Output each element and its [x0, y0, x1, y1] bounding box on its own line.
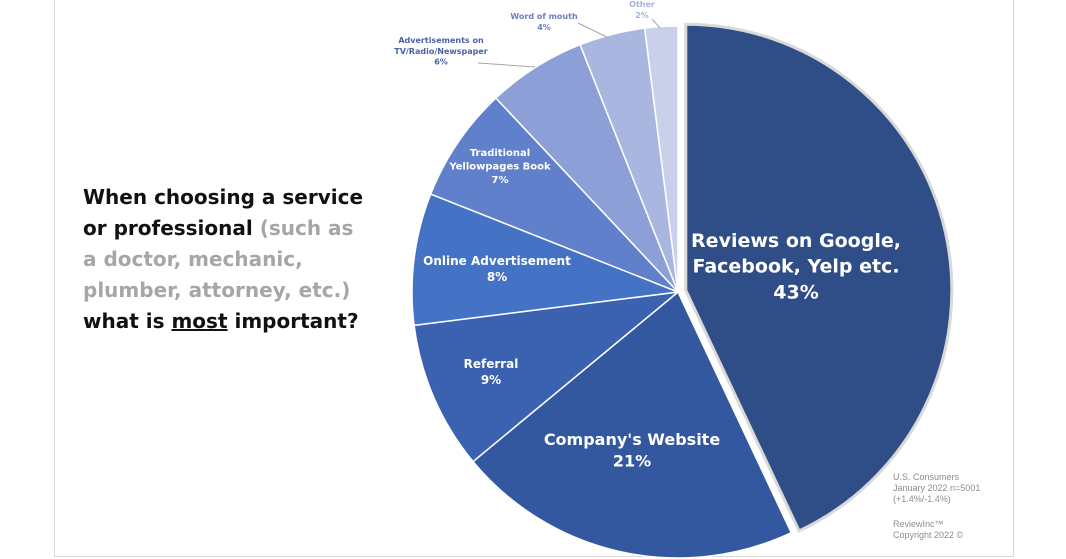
- footnote-line-1: U.S. Consumers: [893, 472, 960, 482]
- footnote-line-5: Copyright 2022 ©: [893, 530, 964, 540]
- question-part-5: important?: [234, 309, 359, 333]
- pie-slice-2: [471, 290, 793, 559]
- pie-slice-8: [643, 25, 679, 293]
- footnote-line-4: ReviewInc™: [893, 519, 944, 529]
- slice-label-8: Other 2%: [629, 0, 655, 20]
- question-part-2-grey: (such as a doctor, mechanic, plumber, at…: [83, 216, 354, 302]
- slice-label-4: Online Advertisement 8%: [423, 254, 571, 284]
- leader-line-8: [651, 18, 661, 29]
- pie-slice-5: [429, 97, 679, 293]
- survey-footnote: U.S. Consumers January 2022 n=5001 (+1.4…: [893, 472, 980, 505]
- pie-slice-4: [411, 193, 679, 327]
- question-part-3: what is: [83, 309, 165, 333]
- question-part-1: When choosing a service or professional: [83, 185, 364, 240]
- footnote-line-2: January 2022 n=5001: [893, 483, 981, 493]
- pie-slice-3: [413, 290, 681, 463]
- slice-label-1: Reviews on Google, Facebook, Yelp etc. 43%: [691, 230, 901, 303]
- leader-line-7: [577, 22, 608, 38]
- slice-label-2: Company's Website 21%: [544, 430, 721, 471]
- slice-label-5: Traditional Yellowpages Book 7%: [448, 148, 551, 186]
- pie-slice-1: [684, 22, 954, 533]
- copyright-footnote: ReviewInc™ Copyright 2022 ©: [893, 519, 963, 541]
- slice-label-6: Advertisements on TV/Radio/Newspaper 6%: [394, 36, 488, 67]
- slice-label-3: Referral 9%: [464, 357, 519, 387]
- slice-label-7: Word of mouth 4%: [510, 12, 578, 32]
- footnote-line-3: (+1.4%/-1.4%): [893, 494, 951, 504]
- leader-line-6: [477, 62, 536, 68]
- question-part-4-underlined: most: [171, 309, 228, 333]
- question-text: When choosing a service or professional …: [83, 182, 373, 337]
- slide-frame: [54, 0, 1014, 557]
